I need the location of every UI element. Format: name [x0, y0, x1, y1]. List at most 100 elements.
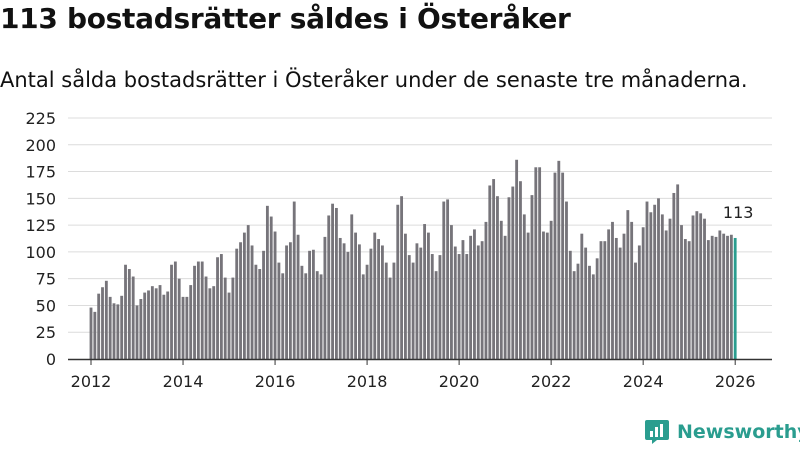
bar [334, 207, 338, 359]
bar [691, 215, 695, 359]
bar [200, 261, 204, 359]
bar [273, 231, 277, 359]
bar [124, 264, 127, 359]
bar [285, 245, 288, 359]
bar [649, 212, 653, 359]
bar [645, 201, 649, 359]
bar [377, 239, 381, 359]
bar [296, 234, 300, 359]
bar [473, 229, 476, 359]
bar [726, 235, 729, 359]
bar [664, 230, 668, 359]
bar [231, 277, 235, 359]
bar [653, 204, 657, 359]
y-tick-label: 75 [36, 270, 56, 289]
bar [219, 254, 223, 359]
bar [607, 229, 611, 359]
bar [338, 237, 342, 359]
x-tick-label: 2018 [347, 372, 388, 391]
newsworthy-logo[interactable]: Newsworthy [644, 419, 800, 445]
bar [703, 218, 706, 359]
x-tick-label: 2016 [255, 372, 296, 391]
bar [534, 167, 538, 359]
bar [430, 254, 434, 359]
x-axis: 2012 2014 2016 2018 2020 2022 2024 2026 [68, 358, 772, 391]
bar [388, 277, 392, 359]
x-tick-label: 2026 [715, 372, 756, 391]
bar [561, 172, 565, 359]
bar [342, 243, 346, 359]
bar [580, 233, 584, 359]
bar [611, 221, 614, 359]
bar [657, 198, 660, 359]
bar [193, 265, 196, 359]
bar [634, 262, 637, 359]
bar-latest [733, 237, 737, 359]
bar [630, 221, 634, 359]
bar [277, 262, 281, 359]
bar [492, 179, 496, 359]
bar [453, 246, 457, 359]
bar [357, 244, 361, 359]
bar [526, 232, 530, 359]
bar [89, 307, 93, 359]
bar [308, 250, 311, 359]
y-tick-label: 100 [25, 243, 56, 262]
bar [216, 257, 219, 359]
bar [476, 245, 480, 359]
bar [461, 240, 465, 359]
bar [568, 250, 572, 359]
bar [557, 160, 561, 359]
bar [101, 287, 104, 359]
bar [496, 196, 499, 359]
bar [185, 296, 189, 359]
bar [542, 231, 545, 359]
bar [170, 264, 173, 359]
bar [457, 254, 461, 359]
bar [97, 293, 101, 359]
y-axis: 0 25 50 75 100 125 150 175 200 225 [25, 109, 56, 369]
bar [710, 235, 714, 359]
bar [158, 285, 162, 359]
bar [668, 218, 672, 359]
bar [104, 280, 108, 359]
y-tick-label: 200 [25, 136, 56, 155]
bar [599, 241, 603, 359]
bar [729, 234, 733, 359]
bar [147, 290, 150, 359]
chart-title: 113 bostadsrätter såldes i Österåker [0, 2, 571, 35]
bar [354, 232, 358, 359]
bar [641, 227, 645, 359]
bar [189, 285, 193, 359]
bar [553, 172, 557, 359]
bar [227, 292, 231, 359]
x-tick-label: 2012 [71, 372, 112, 391]
bar [584, 247, 588, 359]
bar [135, 305, 139, 359]
bar [369, 248, 373, 359]
bar [162, 294, 166, 359]
bars [89, 159, 737, 359]
y-tick-label: 125 [25, 216, 56, 235]
bar [515, 159, 519, 359]
bar [93, 311, 97, 359]
bar [446, 199, 450, 359]
bar [484, 221, 488, 359]
bar [315, 271, 319, 359]
bar [346, 251, 350, 359]
bar [415, 243, 419, 359]
bar [235, 248, 239, 359]
bar [242, 232, 246, 359]
bar [262, 250, 265, 359]
y-tick-label: 50 [36, 296, 56, 315]
bar [588, 265, 591, 359]
bar [300, 265, 304, 359]
bar [706, 240, 710, 359]
bar [166, 291, 170, 359]
bar [538, 167, 542, 359]
bar [392, 262, 396, 359]
bar [438, 255, 442, 359]
latest-value-label: 113 [723, 203, 754, 222]
bar [108, 296, 112, 359]
